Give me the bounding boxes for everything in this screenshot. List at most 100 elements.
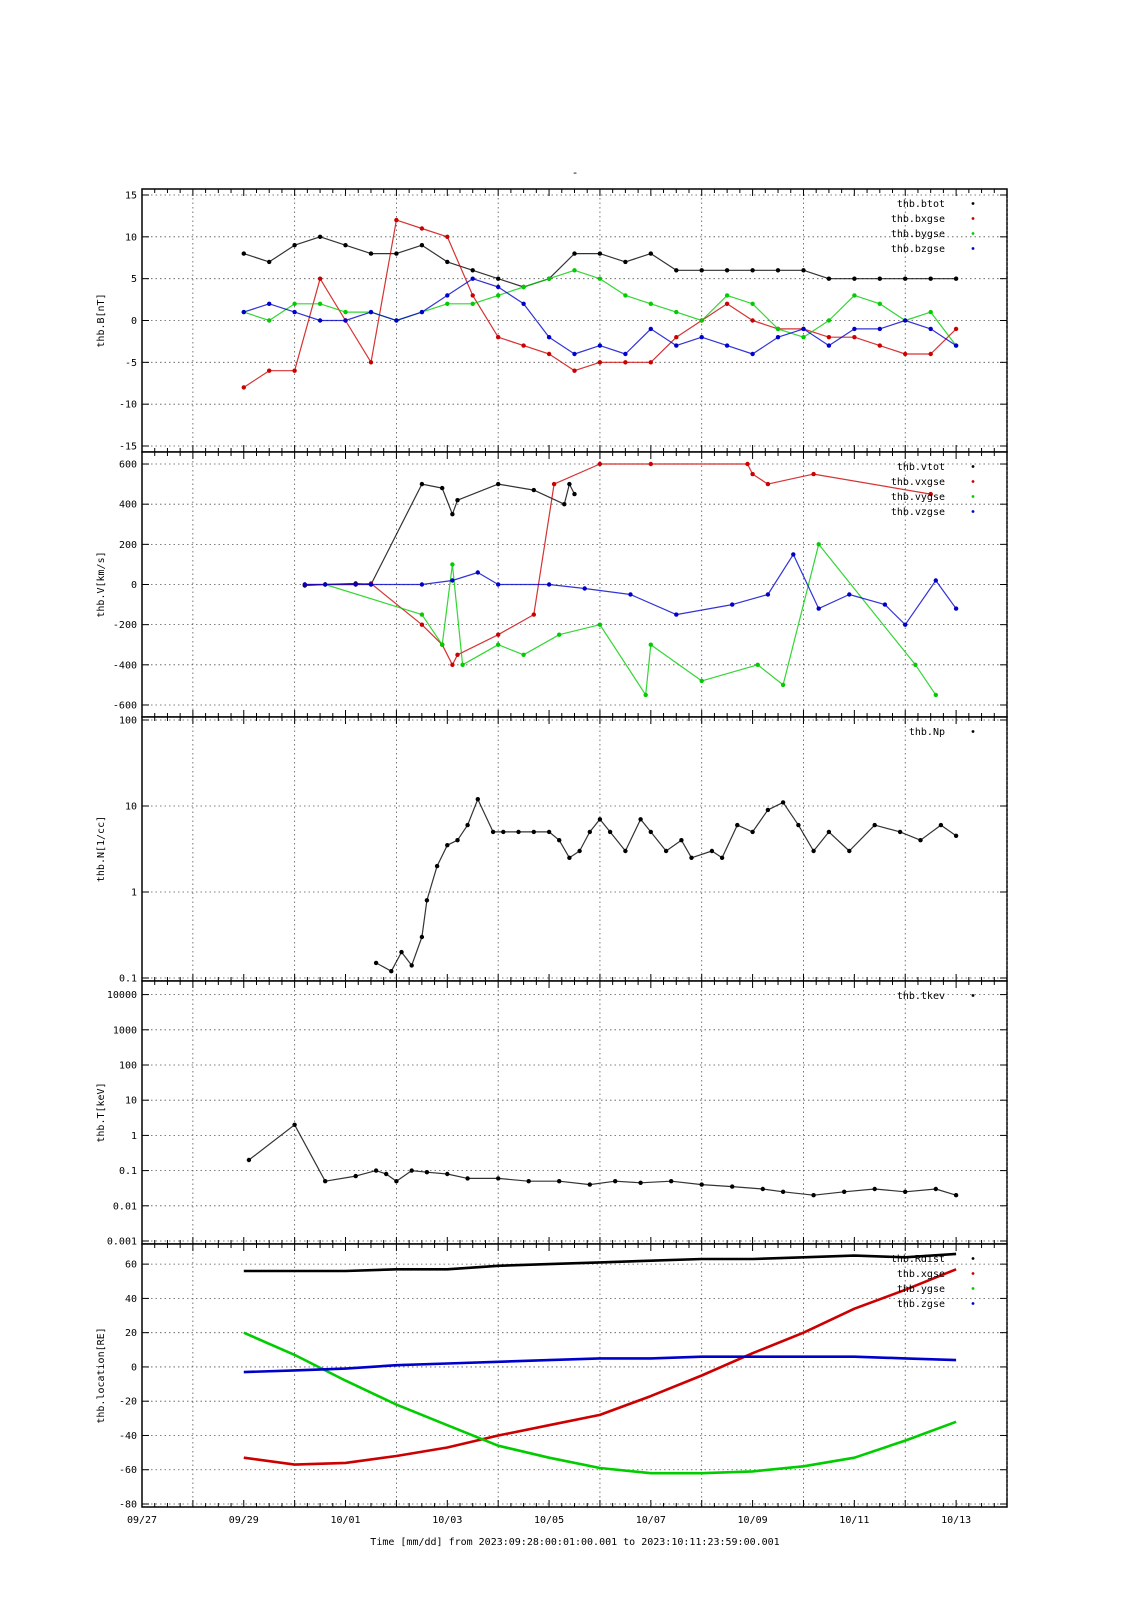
data-point: [521, 652, 526, 657]
y-tick-label: 1: [131, 1131, 137, 1142]
data-point: [638, 1180, 643, 1186]
y-tick-label: 600: [119, 460, 137, 471]
data-point: [623, 259, 628, 265]
data-point: [801, 326, 806, 332]
data-point: [801, 268, 806, 273]
data-point: [577, 848, 582, 854]
data-point: [394, 1179, 399, 1184]
panel-frame: [141, 716, 1008, 982]
data-point: [872, 822, 877, 828]
data-point: [882, 602, 888, 607]
y-axis-label: thb.location[RE]: [96, 1327, 107, 1423]
data-point: [470, 276, 475, 281]
data-point: [496, 293, 501, 298]
data-point: [292, 243, 297, 248]
time-axis-group: 09/27 09/29 10/01 10/03 10/05 10/07 10/09 10/11…: [127, 1515, 971, 1526]
data-point: [826, 343, 832, 348]
series-thb-Np: [373, 797, 959, 974]
data-point: [775, 268, 781, 273]
data-point: [724, 268, 730, 273]
data-point: [490, 829, 496, 835]
data-point: [903, 1189, 908, 1195]
data-point: [496, 1176, 501, 1181]
data-point: [450, 512, 455, 517]
legend-label: thb.bygse: [891, 229, 945, 240]
data-point: [368, 251, 374, 256]
y-tick-label: 10: [125, 232, 137, 243]
data-point: [292, 1122, 297, 1128]
data-point: [546, 276, 552, 281]
data-point: [928, 326, 933, 332]
legend-marker: [971, 1287, 975, 1290]
y-tick-label: 0.1: [119, 1166, 137, 1177]
y-tick-label: 200: [119, 540, 137, 551]
data-point: [343, 243, 348, 248]
data-point: [679, 838, 684, 843]
data-point: [775, 335, 781, 340]
data-point: [928, 309, 933, 315]
data-point: [521, 343, 526, 348]
data-point: [551, 481, 557, 487]
data-point: [419, 622, 425, 627]
data-point: [750, 829, 755, 835]
data-point: [368, 360, 374, 365]
data-point: [450, 578, 455, 583]
data-point: [663, 848, 669, 854]
data-point: [811, 471, 816, 477]
data-point: [241, 309, 246, 315]
data-point: [811, 848, 816, 854]
series-line: [243, 1331, 957, 1475]
data-point: [531, 829, 536, 835]
data-point: [872, 1186, 877, 1192]
data-point: [567, 855, 572, 860]
series-line: [243, 1355, 957, 1374]
y-tick-label: 400: [119, 500, 137, 511]
y-tick-label: 10: [125, 1096, 137, 1107]
data-point: [546, 335, 552, 340]
data-point: [531, 612, 536, 617]
data-point: [755, 662, 760, 667]
data-point: [847, 592, 852, 597]
data-point: [317, 301, 323, 306]
data-point: [750, 301, 755, 306]
y-tick-label: 10: [125, 802, 137, 813]
y-tick-label: 0.01: [113, 1201, 137, 1212]
legend-label: thb.vxgse: [891, 477, 945, 488]
y-tick-label: -15: [119, 442, 137, 453]
data-point: [623, 351, 628, 357]
data-point: [353, 582, 358, 587]
data-point: [816, 542, 821, 547]
data-point: [496, 642, 501, 647]
data-point: [877, 276, 882, 281]
data-point: [953, 606, 959, 611]
panel-5: 60 40 20 0 -20 -40 -60 -80 thb.location[RE] thb.R…: [96, 1243, 1008, 1511]
x-tick-label: 09/27: [127, 1515, 157, 1526]
data-point: [399, 949, 404, 955]
data-point: [903, 318, 908, 323]
data-point: [760, 1186, 765, 1192]
legend-marker: [971, 1302, 975, 1305]
data-point: [317, 276, 323, 281]
data-point: [765, 592, 771, 597]
x-tick-label: 10/09: [738, 1515, 768, 1526]
data-point: [526, 1179, 531, 1184]
data-point: [241, 385, 246, 390]
data-point: [470, 301, 475, 306]
time-axis-label: Time [mm/dd] from 2023:09:28:00:01:00.00…: [370, 1537, 779, 1548]
data-point: [852, 326, 857, 332]
data-point: [897, 829, 903, 835]
series-thb-ygse: [243, 1331, 957, 1475]
data-point: [419, 226, 425, 231]
legend-label: thb.xgse: [897, 1269, 945, 1280]
legend-marker: [971, 465, 975, 468]
data-point: [557, 838, 562, 843]
data-point: [750, 318, 755, 323]
legend-label: thb.btot: [897, 199, 945, 210]
data-point: [496, 284, 501, 290]
data-point: [434, 863, 440, 869]
data-point: [409, 1168, 414, 1173]
data-point: [811, 1193, 816, 1198]
data-point: [648, 251, 653, 256]
data-point: [750, 351, 755, 357]
